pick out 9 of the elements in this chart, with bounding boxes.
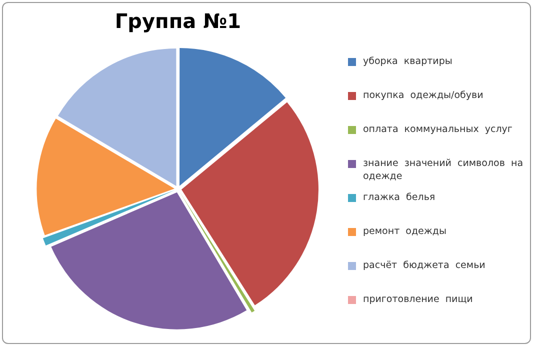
legend-label: уборка квартиры <box>363 55 452 68</box>
legend-label: покупка одежды/обуви <box>363 89 484 102</box>
legend-label: расчёт бюджета семьи <box>363 259 486 272</box>
legend-label: ремонт одежды <box>363 225 446 238</box>
legend-label: знание значений символов на одежде <box>363 157 524 183</box>
legend-label: приготовление пищи <box>363 293 473 306</box>
legend-label: глажка белья <box>363 191 436 204</box>
legend-label: оплата коммунальных услуг <box>363 123 512 136</box>
chart-title: Группа №1 <box>114 9 242 34</box>
